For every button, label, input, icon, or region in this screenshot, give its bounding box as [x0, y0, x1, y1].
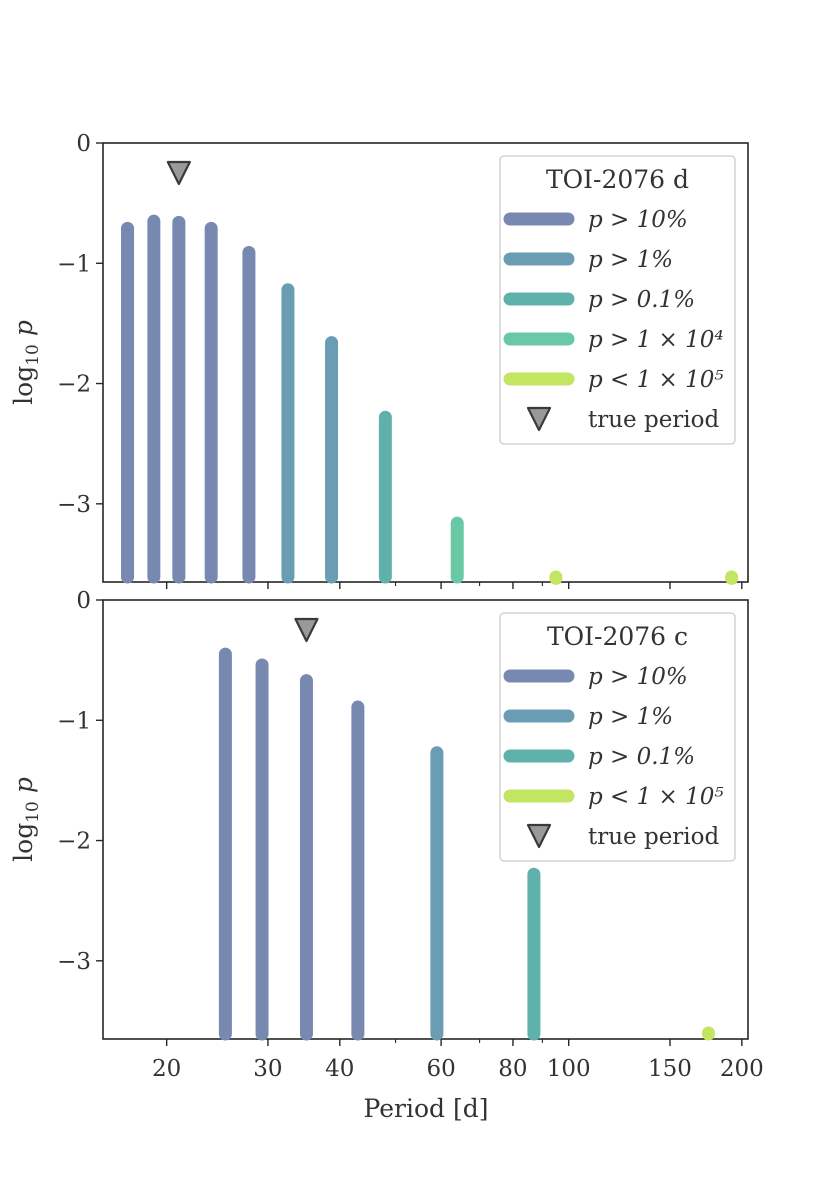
panel-bottom-chart: 0 −1 −2 −3 20 30 40 60 80 100 150 200 log10 p TOI-207… — [9, 588, 764, 1082]
y-tick-label: −1 — [57, 708, 91, 734]
true-period-marker — [166, 160, 191, 186]
x-axis-label: Period [d] — [364, 1094, 489, 1123]
legend-entry-label: true period — [588, 407, 720, 433]
y-tick-label: −2 — [57, 829, 91, 855]
y-tick-label: −2 — [57, 372, 91, 398]
legend-entry-label: true period — [588, 824, 720, 850]
true-period-marker — [294, 617, 319, 643]
x-tick-label: 200 — [720, 1056, 764, 1082]
legend-entry-label: p < 1 × 10⁵ — [588, 367, 724, 393]
legend-title: TOI-2076 c — [547, 622, 688, 651]
legend: TOI-2076 c p > 10% p > 1% p > 0.1% p < 1 × 1… — [499, 612, 736, 862]
panel-top-chart: 0 −1 −2 −3 log10 p TOI-2076 d p > 10% p > 1% p >… — [9, 131, 749, 589]
legend-entry-label: p > 0.1% — [588, 744, 695, 770]
axes-frame — [102, 599, 749, 1040]
legend-entry-label: p > 10% — [588, 664, 688, 690]
x-tick-label: 30 — [253, 1056, 282, 1082]
legend-entry-label: p > 1 × 10⁴ — [588, 327, 724, 353]
y-tick-label: −1 — [57, 251, 91, 277]
y-tick-label: −3 — [57, 492, 91, 518]
x-tick-label: 150 — [648, 1056, 692, 1082]
y-tick-label: 0 — [76, 131, 91, 157]
y-tick-label: −3 — [57, 949, 91, 975]
y-axis-label: log10 p — [9, 320, 43, 405]
legend-entry-label: p > 1% — [588, 247, 673, 273]
x-tick-label: 20 — [152, 1056, 181, 1082]
legend: TOI-2076 d p > 10% p > 1% p > 0.1% p > 1 × 1… — [499, 155, 736, 445]
legend-entry-label: p < 1 × 10⁵ — [588, 784, 724, 810]
x-tick-label: 60 — [426, 1056, 455, 1082]
x-tick-label: 40 — [325, 1056, 354, 1082]
legend-entry-label: p > 1% — [588, 704, 673, 730]
x-tick-label: 100 — [547, 1056, 591, 1082]
legend-marker — [526, 406, 552, 432]
legend-marker — [526, 823, 552, 849]
legend-entry-label: p > 10% — [588, 207, 688, 233]
y-axis-label: log10 p — [9, 777, 43, 862]
y-tick-label: 0 — [76, 588, 91, 614]
axes-frame — [102, 142, 749, 583]
legend-box — [499, 155, 736, 445]
x-tick-label: 80 — [498, 1056, 527, 1082]
legend-entry-label: p > 0.1% — [588, 287, 695, 313]
legend-title: TOI-2076 d — [546, 165, 689, 194]
